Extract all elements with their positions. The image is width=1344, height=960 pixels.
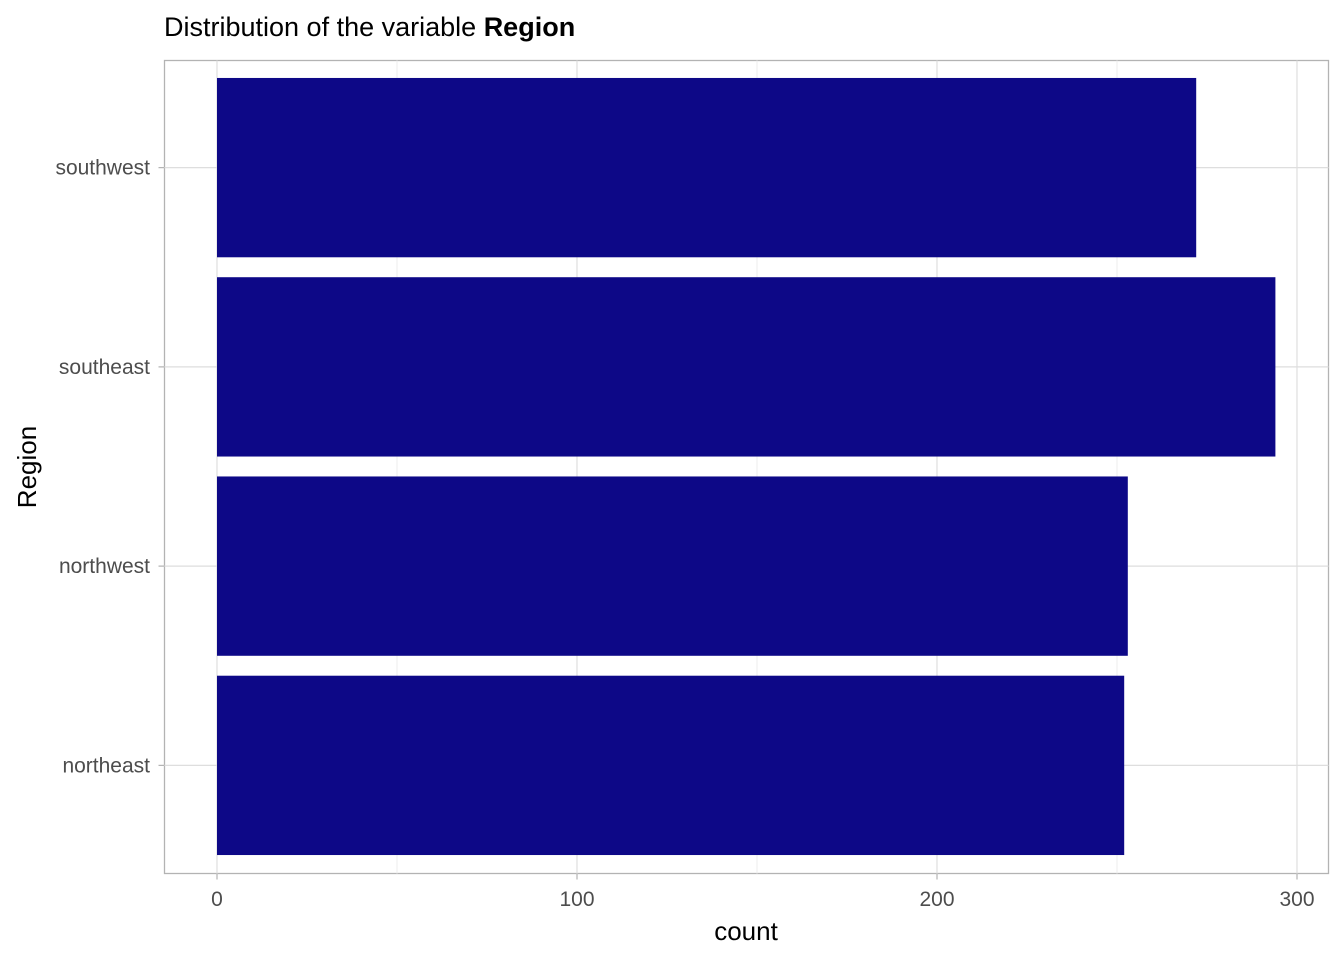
x-tick-label: 200 [919, 888, 954, 911]
bar-southeast [217, 277, 1276, 457]
bars-layer [217, 77, 1276, 856]
y-tick-label: northwest [59, 555, 150, 578]
y-tick-label: northeast [62, 754, 150, 777]
bar-southwest [217, 77, 1197, 258]
x-tick-label: 300 [1279, 888, 1314, 911]
x-axis: 0 100 200 300 [211, 873, 1315, 911]
y-tick-label: southwest [55, 157, 150, 180]
y-axis-title: Region [12, 426, 42, 508]
bar-northeast [217, 675, 1125, 856]
chart-title-variable: Region [483, 12, 576, 42]
x-tick-label: 100 [559, 888, 594, 911]
bar-northwest [217, 476, 1128, 656]
y-tick-label: southeast [59, 356, 150, 379]
y-axis: northeast northwest southeast southwest [55, 157, 165, 777]
x-axis-title: count [714, 916, 778, 946]
chart-title: Distribution of the variable Region [164, 12, 575, 43]
chart-title-prefix: Distribution of the variable [164, 12, 477, 42]
x-tick-label: 0 [211, 888, 223, 911]
